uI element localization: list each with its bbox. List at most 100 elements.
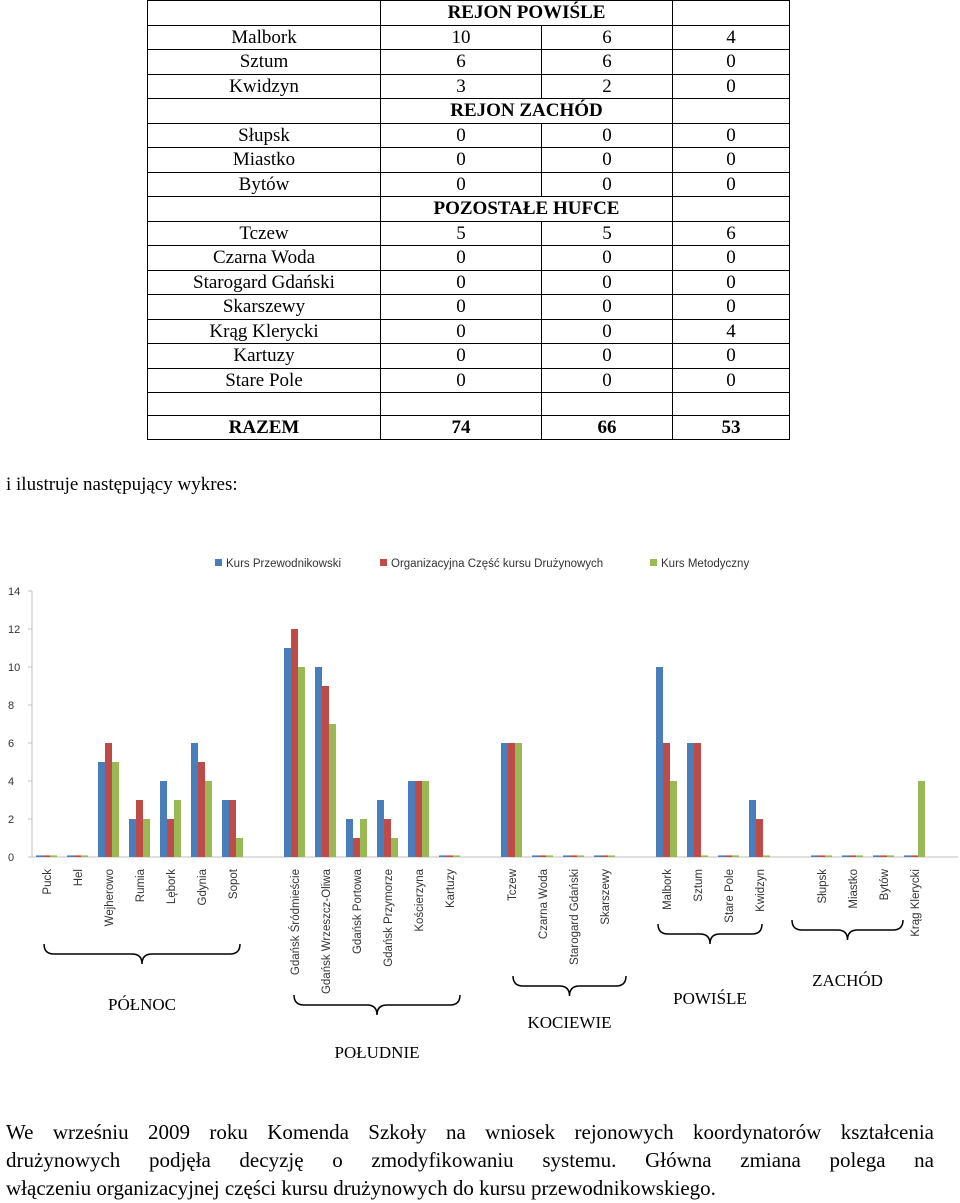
- x-category-label: Rumia: [135, 868, 147, 902]
- paragraph-line-1: We wrześniu 2009 roku Komenda Szkoły na …: [6, 1120, 934, 1144]
- group-label: POWIŚLE: [673, 989, 747, 1008]
- bar: [594, 855, 601, 857]
- x-category-label: Puck: [42, 869, 54, 895]
- value-kurs-metodyczny: 0: [672, 245, 790, 271]
- value-organizacyjna-czesc: 6: [541, 24, 673, 50]
- bar: [818, 855, 825, 857]
- legend-swatch: [650, 559, 657, 566]
- value-kurs-metodyczny: 0: [672, 294, 790, 320]
- bar: [694, 743, 701, 857]
- total-label: RAZEM: [147, 415, 381, 440]
- bar: [873, 855, 880, 857]
- y-tick-label: 14: [8, 586, 20, 598]
- value-organizacyjna-czesc: 0: [541, 171, 673, 197]
- bar: [701, 855, 708, 857]
- x-category-label: Miastko: [848, 869, 860, 909]
- bar: [670, 781, 677, 857]
- bar: [687, 743, 694, 857]
- bar: [136, 800, 143, 857]
- bar: [322, 686, 329, 857]
- bar: [656, 667, 663, 857]
- bar: [904, 855, 911, 857]
- table-row: Czarna Woda 0 0 0: [147, 245, 790, 271]
- x-category-label: Sopot: [228, 868, 240, 899]
- bar: [112, 762, 119, 857]
- x-category-label: Słupsk: [817, 869, 829, 904]
- bar: [222, 800, 229, 857]
- section-title: POZOSTAŁE HUFCE: [380, 196, 673, 222]
- unit-name: Skarszewy: [147, 294, 381, 320]
- x-category-label: Hel: [73, 869, 85, 886]
- bar: [508, 743, 515, 857]
- bar: [291, 629, 298, 857]
- table-row: Tczew 5 5 6: [147, 220, 790, 246]
- intro-text: i ilustruje następujący wykres:: [6, 474, 238, 495]
- unit-name: Kartuzy: [147, 343, 381, 369]
- bar: [174, 800, 181, 857]
- value-kurs-przewodnikowski: 3: [380, 73, 542, 99]
- value-kurs-przewodnikowski: 0: [380, 367, 542, 393]
- value-kurs-przewodnikowski: 10: [380, 24, 542, 50]
- x-category-label: Skarszewy: [600, 869, 612, 925]
- x-category-label: Gdańsk Przymorze: [383, 869, 395, 967]
- bar: [608, 855, 615, 857]
- x-category-label: Kartuzy: [445, 869, 457, 908]
- value-organizacyjna-czesc: 0: [541, 147, 673, 173]
- bar: [284, 648, 291, 857]
- bar: [756, 819, 763, 857]
- bar: [422, 781, 429, 857]
- bar: [377, 800, 384, 857]
- total-row: RAZEM 74 66 53: [147, 415, 790, 440]
- table-row: Starogard Gdański 0 0 0: [147, 269, 790, 295]
- legend-swatch: [215, 559, 222, 566]
- bar: [191, 743, 198, 857]
- value-kurs-metodyczny: 0: [672, 343, 790, 369]
- bar: [36, 855, 43, 857]
- x-category-label: Tczew: [507, 868, 519, 901]
- bar: [98, 762, 105, 857]
- value-organizacyjna-czesc: 6: [541, 49, 673, 75]
- bar: [732, 855, 739, 857]
- bar: [532, 855, 539, 857]
- bar: [663, 743, 670, 857]
- table-row: Słupsk 0 0 0: [147, 122, 790, 148]
- bar: [129, 819, 136, 857]
- value-organizacyjna-czesc: 5: [541, 220, 673, 246]
- y-tick-label: 2: [8, 814, 14, 826]
- section-title: REJON ZACHÓD: [380, 98, 673, 124]
- bar: [346, 819, 353, 857]
- total-organizacyjna-czesc: 66: [541, 415, 673, 440]
- bar-chart: 0 2 4 6 8 10 12 14 Kurs Przewodnikowski Organizac…: [8, 558, 958, 1062]
- bar: [43, 855, 50, 857]
- y-tick-label: 6: [8, 738, 14, 750]
- x-category-label: Lębork: [166, 869, 178, 904]
- x-category-label: Kościerzyna: [414, 868, 426, 931]
- x-category-label: Starogard Gdański: [569, 869, 581, 965]
- value-kurs-przewodnikowski: 0: [380, 171, 542, 197]
- value-kurs-metodyczny: 6: [672, 220, 790, 246]
- bar: [408, 781, 415, 857]
- bar: [515, 743, 522, 857]
- spacer-row: [147, 392, 790, 416]
- paragraph-line-3: włączeniu organizacyjnej części kursu dr…: [6, 1176, 716, 1200]
- bar: [50, 855, 57, 857]
- value-kurs-metodyczny: 0: [672, 147, 790, 173]
- bar: [81, 855, 88, 857]
- body-paragraph: We wrześniu 2009 roku Komenda Szkoły na …: [6, 1118, 934, 1202]
- unit-name: Tczew: [147, 220, 381, 246]
- value-kurs-metodyczny: 0: [672, 122, 790, 148]
- bar: [329, 724, 336, 857]
- table-row: Stare Pole 0 0 0: [147, 367, 790, 393]
- bar: [718, 855, 725, 857]
- bar: [856, 855, 863, 857]
- total-kurs-przewodnikowski: 74: [380, 415, 542, 440]
- value-kurs-metodyczny: 0: [672, 367, 790, 393]
- table-row: Skarszewy 0 0 0: [147, 294, 790, 320]
- legend-swatch: [380, 559, 387, 566]
- bar: [725, 855, 732, 857]
- unit-name: Sztum: [147, 49, 381, 75]
- spacer-cell: [380, 392, 542, 416]
- bar: [384, 819, 391, 857]
- bar: [887, 855, 894, 857]
- value-organizacyjna-czesc: 0: [541, 318, 673, 344]
